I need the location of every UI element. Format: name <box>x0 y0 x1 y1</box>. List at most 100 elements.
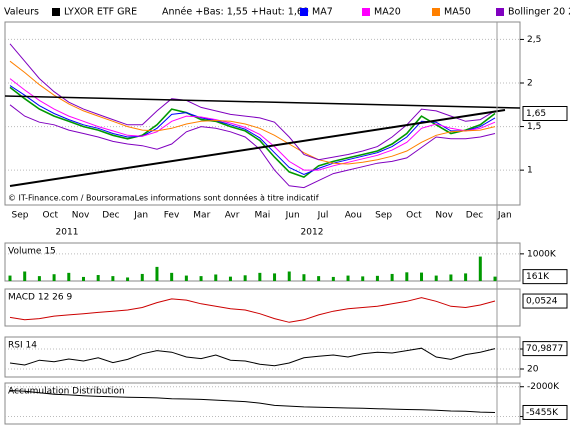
price-line <box>9 60 496 165</box>
panel-title: RSI 14 <box>8 341 37 351</box>
volume-bar <box>228 276 232 281</box>
legend-label: MA7 <box>312 7 333 18</box>
panel-frame <box>4 288 521 327</box>
panel-title: Volume 15 <box>8 247 56 257</box>
x-tick-label: Mar <box>193 211 210 221</box>
volume-bar <box>140 273 144 281</box>
price-line <box>9 85 496 176</box>
value-box <box>522 341 568 357</box>
legend-swatch <box>52 8 60 16</box>
y-tick-label: 1,5 <box>527 122 541 132</box>
volume-bar <box>126 277 130 281</box>
volume-bar <box>96 275 100 281</box>
value-box <box>522 269 568 285</box>
value-label: -5455K <box>526 408 559 418</box>
price-line <box>9 43 496 161</box>
header-range: Année +Bas: 1,55 +Haut: 1,69 <box>162 7 309 18</box>
y-tick-label: 1 <box>527 166 533 176</box>
panel-title: MACD 12 26 9 <box>8 293 72 303</box>
y-tick-label: 1000K <box>527 249 557 259</box>
value-label: 1,65 <box>526 109 546 119</box>
indicator-line <box>9 390 496 413</box>
volume-bar <box>23 271 27 281</box>
legend-swatch <box>362 8 370 16</box>
volume-bar <box>405 272 409 281</box>
indicator-line <box>9 297 496 323</box>
volume-bar <box>184 275 188 281</box>
bollinger-lower <box>9 104 496 189</box>
volume-bar <box>478 256 482 281</box>
x-tick-label: Jan <box>497 211 512 221</box>
year-label: 2012 <box>301 228 324 238</box>
x-tick-label: Jan <box>133 211 148 221</box>
volume-bar <box>375 275 379 281</box>
volume-bar <box>331 276 335 281</box>
volume-bar <box>287 271 291 281</box>
source-note: © IT-Finance.com / BoursoramaLes informa… <box>8 193 319 203</box>
x-tick-label: Mai <box>255 211 271 221</box>
x-tick-label: Aou <box>345 211 362 221</box>
x-tick-label: Jun <box>285 211 300 221</box>
legend-swatch <box>496 8 504 16</box>
legend-swatch <box>300 8 308 16</box>
indicator-line <box>9 347 496 367</box>
x-tick-label: Nov <box>72 211 90 221</box>
value-box <box>522 404 568 420</box>
volume-bar <box>8 275 12 281</box>
x-tick-label: Nov <box>435 211 453 221</box>
value-box <box>522 106 568 121</box>
legend-label: Bollinger 20 2.0 <box>508 7 570 18</box>
x-tick-label: Oct <box>43 211 59 221</box>
value-box <box>522 293 568 309</box>
legend-label: MA50 <box>444 7 471 18</box>
value-label: 70,9877 <box>526 344 563 354</box>
value-label: 0,0524 <box>526 297 558 307</box>
volume-bar <box>302 274 306 281</box>
support-trendline <box>9 109 506 187</box>
panel-title: Accumulation Distribution <box>8 387 125 397</box>
volume-bar <box>258 272 262 281</box>
y-tick-label: -2000K <box>527 382 560 392</box>
volume-bar <box>420 272 424 281</box>
x-tick-label: Sep <box>375 211 392 221</box>
volume-bar <box>170 272 174 281</box>
volume-bar <box>346 275 350 281</box>
legend-label: MA20 <box>374 7 401 18</box>
volume-bar <box>434 275 438 281</box>
volume-bar <box>52 274 56 281</box>
volume-bar <box>155 266 159 281</box>
volume-bar <box>390 273 394 281</box>
price-line <box>9 78 496 171</box>
y-tick-label: 2,5 <box>527 35 541 45</box>
legend-swatch <box>432 8 440 16</box>
y-tick-label: 2 <box>527 79 533 89</box>
x-tick-label: Dec <box>466 211 483 221</box>
value-label: 161K <box>526 272 550 282</box>
x-tick-label: Fev <box>164 211 180 221</box>
header-label: Valeurs <box>4 7 39 18</box>
volume-bar <box>199 276 203 281</box>
volume-bar <box>81 276 85 281</box>
volume-bar <box>67 272 71 281</box>
legend-label: LYXOR ETF GRE <box>64 7 137 18</box>
x-tick-label: Jul <box>317 211 329 221</box>
volume-bar <box>361 276 365 281</box>
x-tick-label: Sep <box>12 211 29 221</box>
year-label: 2011 <box>56 228 79 238</box>
x-tick-label: Avr <box>225 211 240 221</box>
x-tick-label: Oct <box>406 211 422 221</box>
volume-bar <box>111 276 115 281</box>
volume-bar <box>449 274 453 281</box>
y-tick-label: 20 <box>527 365 539 375</box>
panel-frame <box>4 242 521 282</box>
volume-bar <box>273 273 277 281</box>
volume-bar <box>37 276 41 281</box>
panel-frame <box>4 336 521 378</box>
volume-bar <box>317 276 321 281</box>
volume-bar <box>214 274 218 281</box>
resistance-trendline <box>4 95 521 109</box>
volume-bar <box>243 275 247 281</box>
volume-bar <box>464 273 468 281</box>
x-tick-label: Dec <box>102 211 119 221</box>
